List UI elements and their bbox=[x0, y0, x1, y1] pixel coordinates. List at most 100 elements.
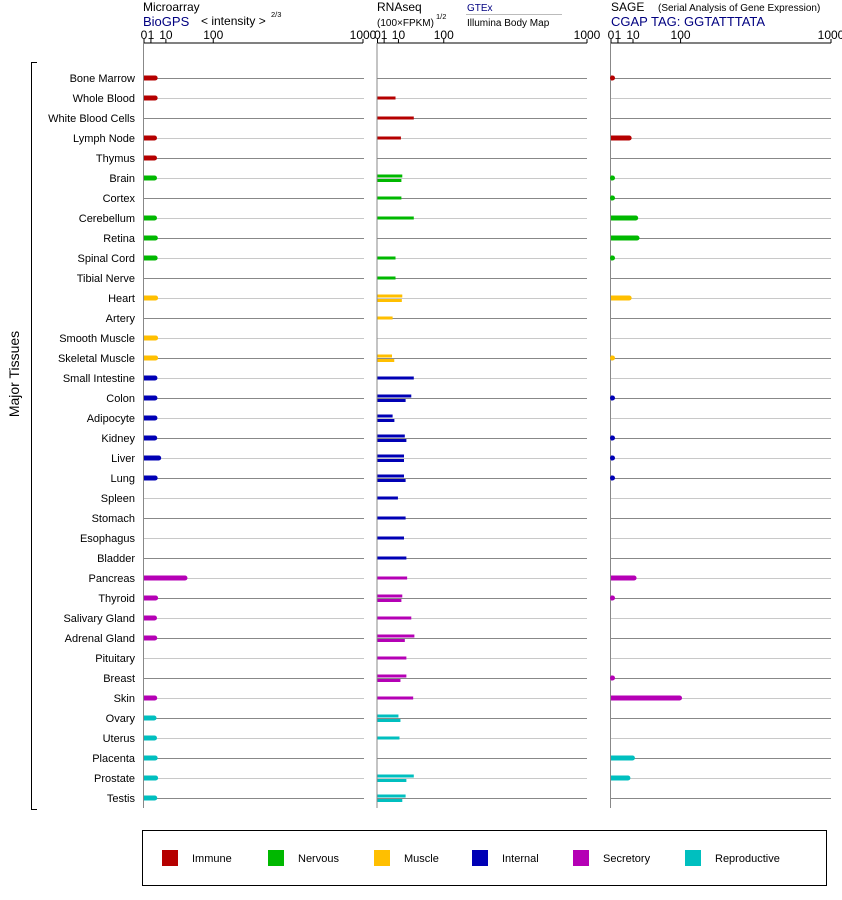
bar-rnaseq-adipocyte bbox=[377, 419, 395, 422]
bar-cap-sage-spinal-cord bbox=[610, 255, 615, 261]
bar-sage-heart bbox=[611, 295, 630, 301]
tissue-label: Kidney bbox=[101, 433, 135, 445]
bar-cap-microarray-colon bbox=[152, 395, 158, 401]
bar-cap-microarray-bone-marrow bbox=[152, 75, 158, 81]
bar-cap-sage-bone-marrow bbox=[610, 75, 615, 81]
bar-cap-microarray-cerebellum bbox=[152, 215, 158, 221]
tissue-label: Bladder bbox=[97, 553, 135, 565]
bar-rnaseq-liver bbox=[377, 459, 404, 462]
tissue-label: Skeletal Muscle bbox=[58, 353, 135, 365]
bar-rnaseq-adrenal-gland bbox=[377, 639, 405, 642]
tissue-label: Thymus bbox=[96, 153, 136, 165]
bar-microarray-pancreas bbox=[144, 575, 185, 581]
bar-microarray-colon bbox=[144, 395, 155, 401]
legend-swatch-secretory bbox=[573, 850, 589, 866]
bar-rnaseq-cerebellum bbox=[377, 216, 414, 220]
bar-cap-microarray-ovary bbox=[151, 715, 157, 721]
bar-cap-microarray-prostate bbox=[153, 775, 159, 781]
rnaseq-axis-label: (100×FPKM) bbox=[377, 18, 434, 29]
bar-cap-sage-prostate bbox=[625, 775, 631, 781]
bar-cap-microarray-smooth-muscle bbox=[153, 335, 159, 341]
microarray-title: Microarray bbox=[143, 0, 200, 14]
tissue-label: Cortex bbox=[103, 193, 136, 205]
rnaseq-title: RNAseq bbox=[377, 0, 422, 14]
bar-rnaseq-tibial-nerve bbox=[377, 276, 396, 280]
microarray-tick-label: 1 bbox=[148, 28, 155, 42]
bar-microarray-retina bbox=[144, 235, 156, 241]
bar-sage-prostate bbox=[611, 775, 628, 781]
bar-rnaseq-lung bbox=[377, 479, 406, 482]
bar-cap-microarray-heart bbox=[153, 295, 159, 301]
bar-rnaseq-stomach bbox=[377, 516, 406, 520]
tissue-label: Lymph Node bbox=[73, 133, 135, 145]
bar-microarray-salivary-gland bbox=[144, 615, 155, 621]
bar-sage-retina bbox=[611, 235, 638, 241]
rnaseq-tick-label: 10 bbox=[392, 28, 406, 42]
tissue-label: Placenta bbox=[92, 753, 136, 765]
tissue-label: Heart bbox=[108, 293, 135, 305]
bar-cap-microarray-skeletal-muscle bbox=[153, 355, 159, 361]
tissue-label: Testis bbox=[107, 793, 136, 805]
bar-rnaseq-kidney bbox=[377, 439, 407, 442]
bar-microarray-cerebellum bbox=[144, 215, 155, 221]
tissue-label: Adipocyte bbox=[87, 413, 135, 425]
bar-cap-sage-lymph-node bbox=[626, 135, 632, 141]
tissue-label: Skin bbox=[114, 693, 135, 705]
bar-rnaseq-adrenal-gland bbox=[377, 634, 415, 638]
tissue-label: Pituitary bbox=[95, 653, 135, 665]
bar-rnaseq-ovary bbox=[377, 719, 401, 722]
tissue-label: Tibial Nerve bbox=[77, 273, 135, 285]
y-axis-bracket bbox=[31, 62, 37, 810]
bar-cap-microarray-retina bbox=[152, 235, 158, 241]
bar-microarray-skeletal-muscle bbox=[144, 355, 156, 361]
bar-rnaseq-prostate bbox=[377, 774, 414, 778]
microarray-tick-label: 0 bbox=[141, 28, 148, 42]
microarray-source: BioGPS bbox=[143, 14, 190, 29]
legend-label-immune: Immune bbox=[192, 853, 232, 865]
bar-rnaseq-thyroid bbox=[377, 594, 403, 598]
bar-cap-microarray-pancreas bbox=[182, 575, 188, 581]
tissue-label: White Blood Cells bbox=[48, 113, 135, 125]
bar-cap-sage-placenta bbox=[629, 755, 635, 761]
sage-subtitle: (Serial Analysis of Gene Expression) bbox=[658, 3, 820, 14]
bar-sage-pancreas bbox=[611, 575, 635, 581]
bar-cap-microarray-placenta bbox=[152, 755, 158, 761]
bar-rnaseq-uterus bbox=[377, 736, 400, 740]
bar-cap-microarray-uterus bbox=[152, 735, 158, 741]
tissue-label: Small Intestine bbox=[63, 373, 135, 385]
bar-microarray-small-intestine bbox=[144, 375, 155, 381]
tissue-label: Pancreas bbox=[89, 573, 136, 585]
bar-microarray-testis bbox=[144, 795, 155, 801]
bar-rnaseq-skeletal-muscle bbox=[377, 354, 393, 358]
bar-rnaseq-lymph-node bbox=[377, 136, 401, 140]
bar-rnaseq-small-intestine bbox=[377, 376, 414, 380]
bar-microarray-heart bbox=[144, 295, 156, 301]
bar-rnaseq-white-blood-cells bbox=[377, 116, 414, 120]
rnaseq-tick-label: 1 bbox=[381, 28, 388, 42]
bar-rnaseq-kidney bbox=[377, 434, 405, 438]
bar-rnaseq-artery bbox=[377, 316, 393, 320]
bar-rnaseq-adipocyte bbox=[377, 414, 393, 418]
bar-cap-sage-breast bbox=[610, 675, 615, 681]
bar-sage-cerebellum bbox=[611, 215, 636, 221]
bar-microarray-adrenal-gland bbox=[144, 635, 155, 641]
rnaseq-axis-exponent: 1/2 bbox=[436, 12, 446, 21]
tissue-label: Brain bbox=[109, 173, 135, 185]
sage-tag: CGAP TAG: GGTATTTATA bbox=[611, 14, 765, 29]
bar-rnaseq-colon bbox=[377, 394, 412, 398]
legend-swatch-muscle bbox=[374, 850, 390, 866]
bar-microarray-kidney bbox=[144, 435, 155, 441]
bar-rnaseq-ovary bbox=[377, 714, 399, 718]
bar-cap-microarray-liver bbox=[156, 455, 162, 461]
bar-cap-microarray-adrenal-gland bbox=[152, 635, 158, 641]
bar-rnaseq-whole-blood bbox=[377, 96, 396, 100]
bar-cap-microarray-testis bbox=[152, 795, 158, 801]
tissue-label: Bone Marrow bbox=[70, 73, 135, 85]
bar-cap-sage-liver bbox=[610, 455, 615, 461]
bar-rnaseq-salivary-gland bbox=[377, 616, 412, 620]
legend-label-secretory: Secretory bbox=[603, 853, 651, 865]
rnaseq-tick-label: 100 bbox=[434, 28, 454, 42]
sage-tick-label: 100 bbox=[671, 28, 691, 42]
sage-title: SAGE bbox=[611, 0, 644, 14]
bar-cap-sage-cerebellum bbox=[633, 215, 639, 221]
